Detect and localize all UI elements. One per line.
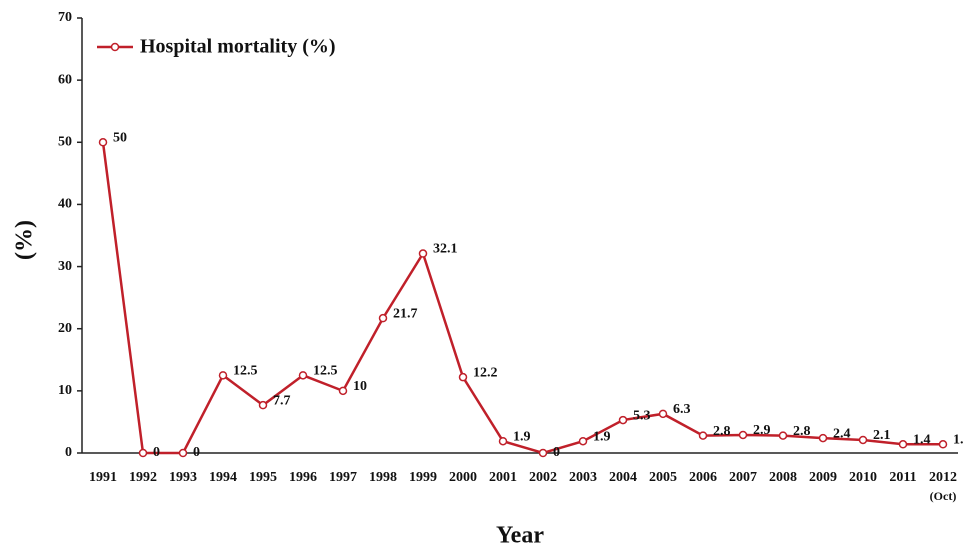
data-label: 2.8	[793, 424, 811, 439]
point	[418, 249, 428, 258]
point	[298, 371, 308, 380]
legend-marker	[110, 42, 120, 52]
point	[818, 433, 828, 443]
point	[218, 371, 228, 380]
x-tick-label: 2008	[769, 470, 797, 485]
x-tick-label: 1995	[249, 470, 277, 485]
y-tick-label: 30	[58, 259, 72, 274]
data-label: 0	[553, 445, 560, 460]
data-label: 2.4	[833, 426, 851, 441]
data-label: 2.9	[753, 423, 771, 438]
point	[498, 436, 508, 446]
x-tick-label: 1993	[169, 470, 197, 485]
x-tick-label: 2004	[609, 470, 637, 485]
y-tick-label: 60	[58, 72, 72, 87]
point	[938, 440, 948, 449]
point	[258, 400, 268, 410]
data-label: 0	[193, 445, 200, 460]
point	[378, 313, 388, 323]
x-tick-label: 1992	[129, 470, 157, 485]
data-label: 1.9	[513, 429, 531, 444]
y-tick-label: 40	[58, 197, 72, 212]
data-label: 12.2	[473, 365, 498, 380]
x-tick-label: 2000	[449, 470, 477, 485]
y-tick-label: 70	[58, 10, 72, 25]
x-tick-label: 2003	[569, 470, 597, 485]
point	[738, 430, 748, 440]
x-tick-label: 1999	[409, 470, 437, 485]
data-label: 50	[113, 131, 127, 146]
data-label: 2.1	[873, 428, 891, 443]
y-tick-label: 20	[58, 321, 72, 336]
point	[178, 448, 188, 458]
data-label: 2.8	[713, 424, 731, 439]
x-tick-label: 2007	[729, 470, 757, 485]
y-tick-label: 10	[58, 383, 72, 398]
point	[98, 138, 108, 147]
data-label: 0	[153, 445, 160, 460]
data-label: 6.3	[673, 402, 691, 417]
series-line	[101, 142, 943, 455]
data-label: 1.4	[953, 433, 963, 448]
point	[538, 448, 548, 458]
point	[458, 372, 468, 382]
data-label: 12.5	[313, 364, 338, 379]
data-label: 5.3	[633, 408, 651, 423]
x-tick-label: 1996	[289, 470, 317, 485]
x-tick-label: 2012	[929, 470, 957, 485]
point	[658, 409, 668, 419]
data-label: 1.9	[593, 429, 611, 444]
x-axis-label: Year	[496, 523, 544, 548]
x-tick-label: 1994	[209, 470, 237, 485]
data-label: 32.1	[433, 242, 458, 257]
x-tick-label: 1998	[369, 470, 397, 485]
point	[338, 386, 348, 396]
data-label: 21.7	[393, 306, 418, 321]
data-label: 7.7	[273, 393, 291, 408]
x-tick-label: 2006	[689, 470, 717, 485]
x-tick-label: 2010	[849, 470, 877, 485]
data-label: 10	[353, 379, 367, 394]
x-tick-note: (Oct)	[930, 489, 957, 503]
x-tick-label: 2011	[889, 470, 916, 485]
point	[778, 431, 788, 440]
data-label: 1.4	[913, 433, 931, 448]
point	[858, 435, 868, 445]
legend-label: Hospital mortality (%)	[140, 36, 336, 58]
point	[578, 436, 588, 446]
x-tick-label: 2005	[649, 470, 677, 485]
x-tick-label: 2002	[529, 470, 557, 485]
x-tick-label: 1991	[89, 470, 117, 485]
x-tick-label: 1997	[329, 470, 357, 485]
y-tick-label: 0	[65, 445, 72, 460]
point	[618, 415, 628, 425]
y-tick-label: 50	[58, 135, 72, 150]
data-label: 12.5	[233, 364, 258, 379]
y-axis-label: (%)	[12, 220, 38, 260]
x-tick-label: 2001	[489, 470, 517, 485]
point	[138, 448, 148, 458]
x-tick-label: 2009	[809, 470, 837, 485]
point	[698, 431, 708, 440]
point	[898, 440, 908, 449]
